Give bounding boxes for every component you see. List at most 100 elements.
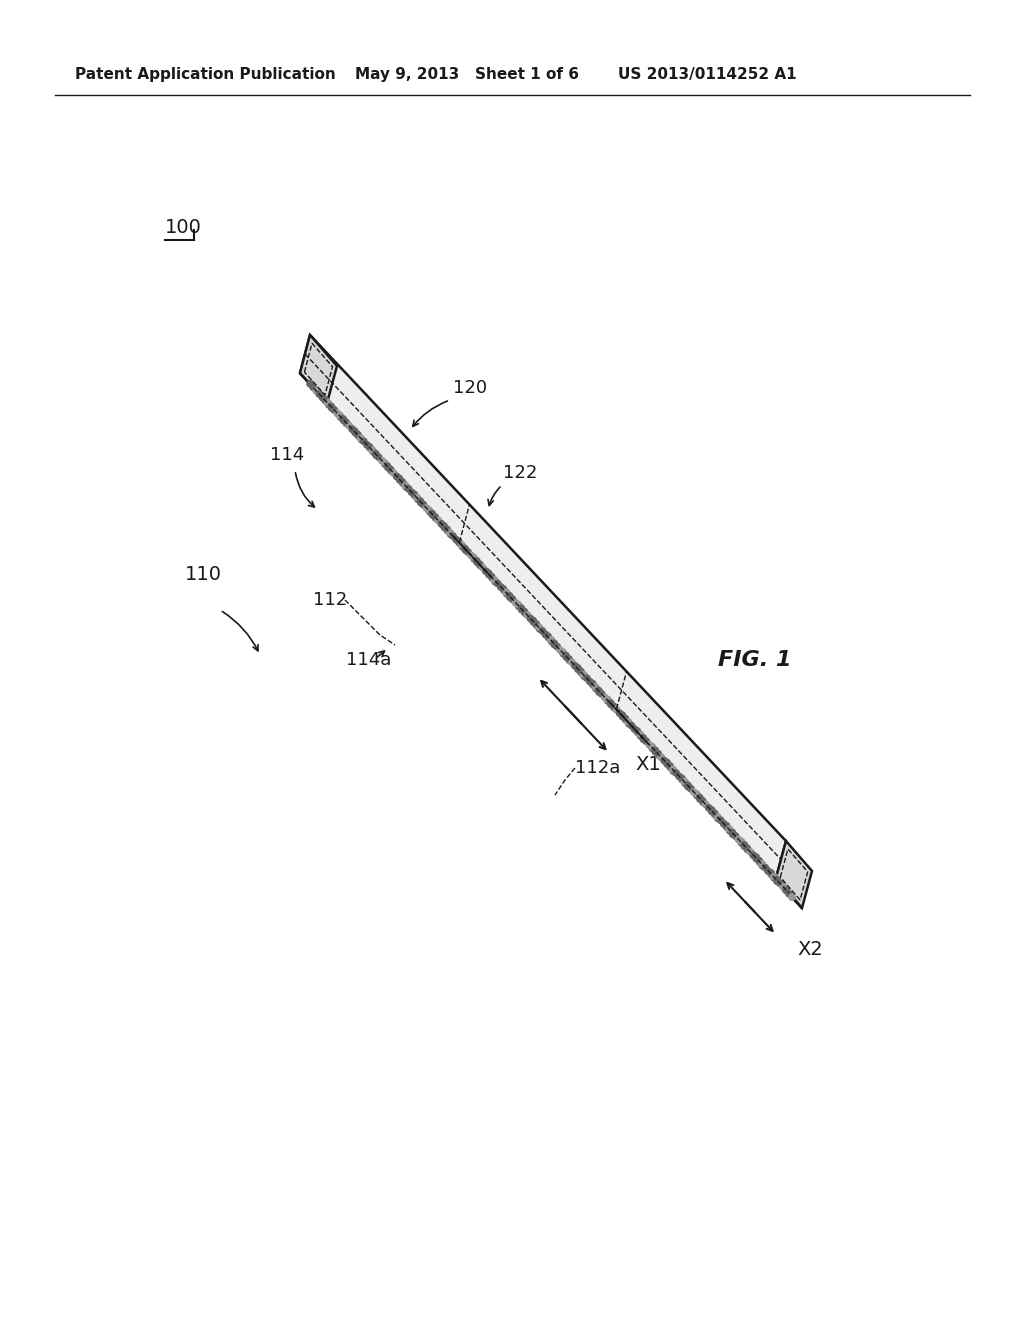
Circle shape	[456, 539, 462, 545]
Circle shape	[415, 496, 421, 503]
Circle shape	[453, 536, 460, 543]
Circle shape	[537, 626, 543, 632]
Circle shape	[340, 416, 346, 422]
Circle shape	[316, 391, 323, 397]
Circle shape	[343, 418, 349, 425]
Circle shape	[500, 586, 507, 593]
Circle shape	[495, 581, 501, 587]
Circle shape	[554, 643, 560, 649]
Circle shape	[646, 742, 652, 748]
Circle shape	[492, 578, 499, 585]
Circle shape	[409, 490, 415, 495]
Circle shape	[357, 434, 365, 441]
Circle shape	[530, 619, 537, 626]
Circle shape	[777, 880, 783, 887]
Circle shape	[649, 744, 655, 751]
Circle shape	[756, 858, 763, 863]
Circle shape	[566, 656, 572, 663]
Polygon shape	[300, 335, 337, 403]
Circle shape	[384, 463, 391, 470]
Text: 122: 122	[503, 465, 538, 482]
Circle shape	[459, 543, 465, 548]
Circle shape	[685, 784, 691, 789]
Circle shape	[721, 821, 727, 826]
Circle shape	[626, 721, 632, 727]
Circle shape	[780, 883, 786, 890]
Circle shape	[616, 710, 623, 717]
Circle shape	[518, 605, 524, 611]
Circle shape	[765, 867, 771, 874]
Circle shape	[524, 612, 530, 618]
Circle shape	[447, 531, 454, 537]
Circle shape	[581, 673, 588, 680]
Circle shape	[444, 528, 451, 535]
Circle shape	[584, 675, 590, 681]
Circle shape	[679, 775, 685, 781]
Circle shape	[479, 565, 486, 572]
Circle shape	[337, 413, 344, 420]
Circle shape	[534, 622, 540, 628]
Circle shape	[655, 751, 662, 756]
Circle shape	[343, 421, 350, 426]
Circle shape	[623, 715, 629, 722]
Text: 100: 100	[165, 218, 202, 238]
Circle shape	[718, 817, 724, 824]
Circle shape	[726, 826, 733, 833]
Text: X2: X2	[798, 940, 823, 960]
Circle shape	[411, 491, 418, 498]
Circle shape	[676, 774, 682, 780]
Circle shape	[748, 849, 754, 855]
Circle shape	[527, 615, 534, 622]
Circle shape	[468, 552, 474, 558]
Circle shape	[358, 437, 365, 442]
Circle shape	[637, 733, 644, 739]
Circle shape	[360, 438, 368, 445]
Circle shape	[729, 830, 736, 837]
Circle shape	[426, 507, 432, 513]
Circle shape	[670, 768, 677, 774]
Circle shape	[578, 668, 584, 675]
Circle shape	[385, 465, 391, 471]
Circle shape	[548, 636, 554, 643]
Circle shape	[664, 760, 671, 767]
Circle shape	[640, 735, 646, 741]
Circle shape	[563, 653, 569, 660]
Circle shape	[512, 599, 519, 606]
Circle shape	[753, 854, 760, 861]
Circle shape	[738, 840, 744, 846]
Circle shape	[319, 395, 326, 401]
Circle shape	[482, 568, 489, 574]
Circle shape	[620, 714, 626, 719]
Circle shape	[610, 704, 616, 710]
Circle shape	[649, 743, 655, 750]
Circle shape	[756, 859, 763, 866]
Circle shape	[574, 665, 581, 671]
Circle shape	[418, 499, 424, 506]
Circle shape	[590, 680, 596, 686]
Circle shape	[412, 492, 418, 499]
Circle shape	[423, 504, 430, 511]
Polygon shape	[300, 374, 802, 908]
Circle shape	[530, 618, 537, 624]
Circle shape	[568, 659, 575, 665]
Circle shape	[542, 631, 549, 638]
Circle shape	[471, 556, 477, 562]
Circle shape	[414, 495, 421, 500]
Circle shape	[485, 572, 493, 578]
Circle shape	[459, 544, 466, 549]
Circle shape	[623, 717, 629, 723]
Circle shape	[596, 688, 602, 694]
Circle shape	[788, 894, 796, 900]
Circle shape	[729, 829, 735, 836]
Circle shape	[664, 759, 670, 766]
Circle shape	[364, 442, 371, 449]
Circle shape	[723, 824, 730, 830]
Circle shape	[396, 477, 403, 483]
Circle shape	[429, 511, 435, 516]
Circle shape	[691, 789, 697, 796]
Circle shape	[759, 861, 765, 867]
Circle shape	[667, 763, 673, 770]
Circle shape	[785, 891, 793, 896]
Circle shape	[662, 758, 668, 764]
Circle shape	[652, 747, 658, 754]
